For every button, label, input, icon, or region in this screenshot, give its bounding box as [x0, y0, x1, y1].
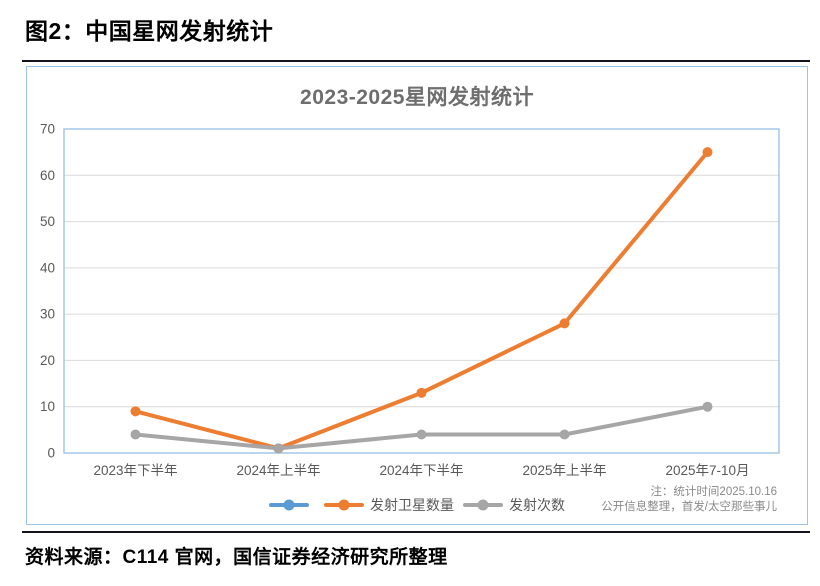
svg-text:20: 20	[40, 353, 55, 368]
legend-dot-swatch	[283, 499, 295, 511]
legend-item-series-1	[269, 499, 315, 511]
svg-text:60: 60	[40, 168, 55, 183]
legend-dot-swatch	[477, 499, 489, 511]
legend: 发射卫星数量 发射次数	[27, 495, 807, 515]
legend-line-swatch	[324, 499, 364, 511]
chart-title: 2023-2025星网发射统计	[300, 86, 534, 109]
legend-item-series-2: 发射卫星数量	[324, 495, 454, 515]
plot-svg: 0 10 20 30 40 50 60 70 2023年下半年 2024年上半年 2024年下半年…	[40, 122, 780, 478]
y-axis-labels: 0 10 20 30 40 50 60 70	[40, 122, 55, 461]
legend-item-series-3: 发射次数	[463, 495, 565, 515]
legend-label: 发射次数	[509, 497, 565, 513]
svg-text:40: 40	[40, 260, 55, 275]
svg-text:10: 10	[40, 399, 55, 414]
legend-dot-swatch	[338, 499, 350, 511]
chart-panel: 2023-2025星网发射统计 0 10 20 30 40 50 60 70 2023年下半年…	[26, 66, 808, 525]
legend-line-swatch	[463, 499, 503, 511]
svg-text:2024年下半年: 2024年下半年	[379, 463, 463, 478]
svg-text:0: 0	[47, 446, 55, 461]
gridlines	[64, 174, 779, 408]
heading-divider-rule	[22, 60, 810, 63]
svg-text:2025年7-10月: 2025年7-10月	[665, 463, 749, 478]
svg-text:2024年上半年: 2024年上半年	[236, 463, 320, 478]
legend-label: 发射卫星数量	[370, 497, 454, 513]
note-line-1: 注：统计时间2025.10.16	[650, 486, 777, 498]
svg-text:50: 50	[40, 214, 55, 229]
chart-note: 注：统计时间2025.10.16 公开信息整理，首发/太空那些事儿	[601, 485, 777, 515]
svg-text:2025年上半年: 2025年上半年	[522, 463, 606, 478]
svg-text:2023年下半年: 2023年下半年	[93, 463, 177, 478]
plot-border	[63, 128, 780, 454]
note-line-2: 公开信息整理，首发/太空那些事儿	[601, 501, 777, 514]
x-axis-labels: 2023年下半年 2024年上半年 2024年下半年 2025年上半年 2025年7-1…	[93, 463, 749, 478]
source-divider-rule	[22, 531, 810, 534]
svg-text:70: 70	[40, 122, 55, 137]
legend-line-swatch	[269, 499, 309, 511]
figure-heading: 图2：中国星网发射统计	[25, 18, 274, 44]
source-line: 资料来源：C114 官网，国信证券经济研究所整理	[25, 547, 448, 568]
series-lines	[130, 147, 713, 454]
svg-text:30: 30	[40, 307, 55, 322]
